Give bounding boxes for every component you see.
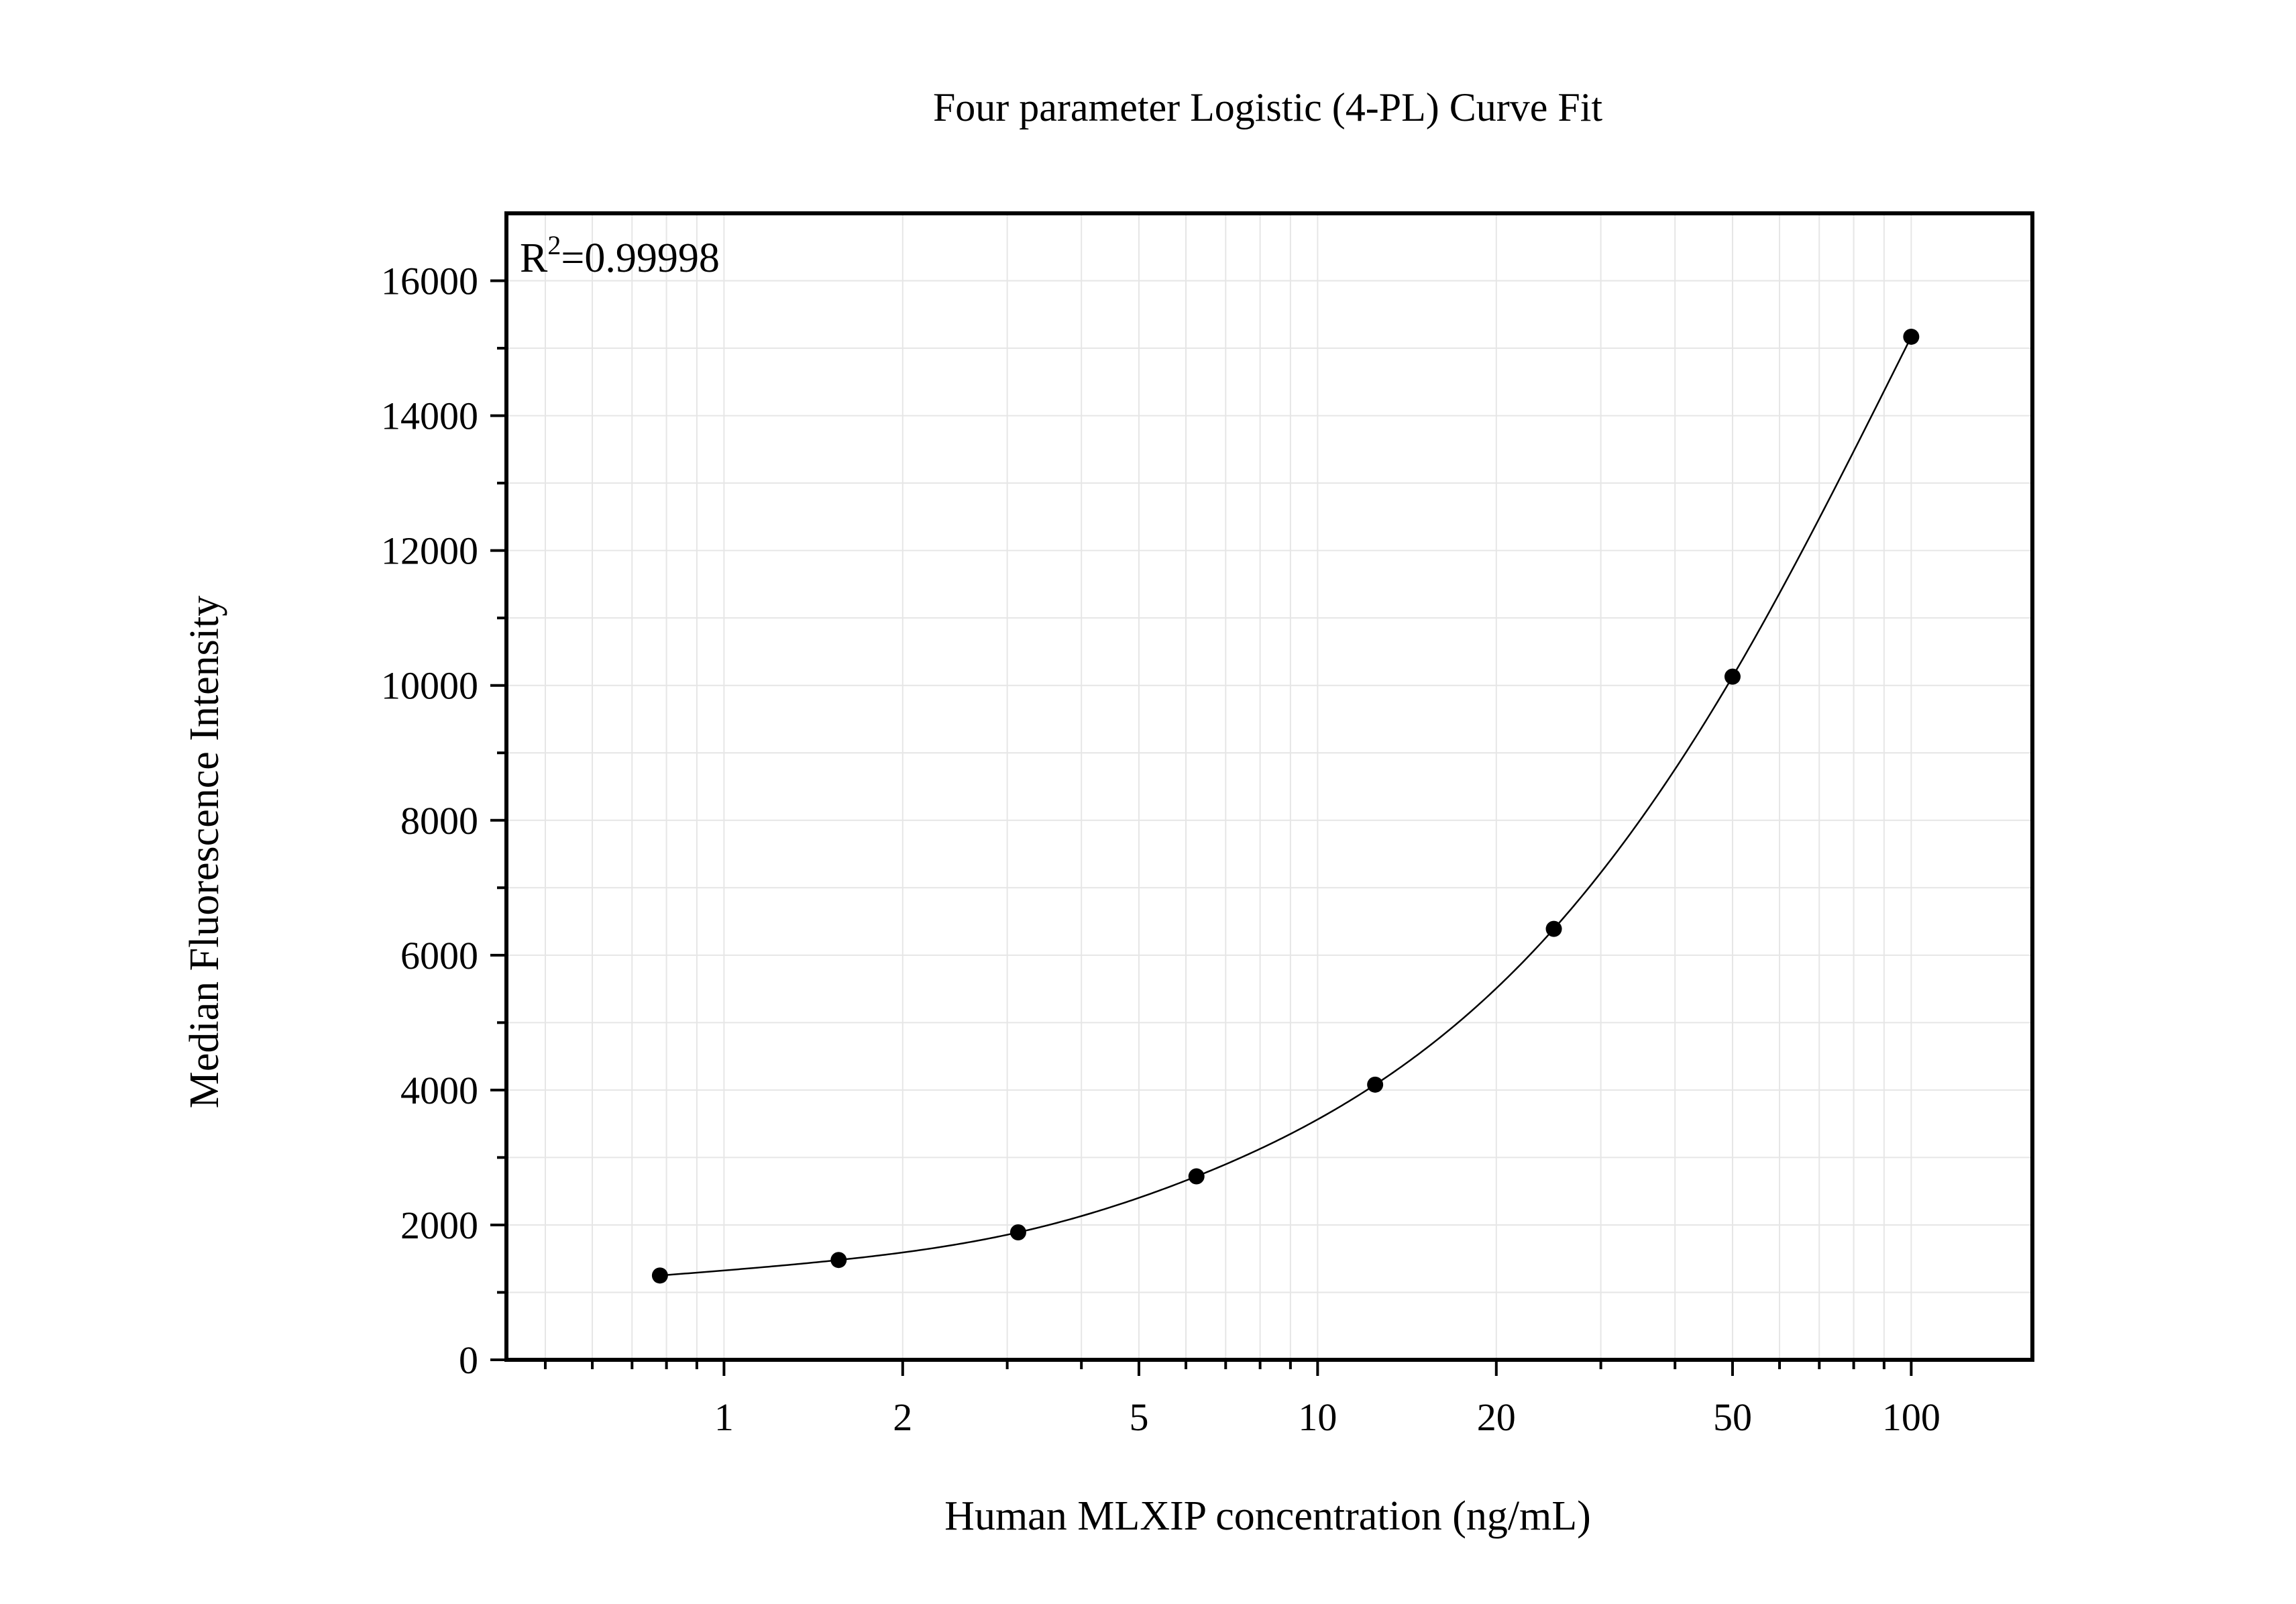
x-axis-label: Human MLXIP concentration (ng/mL) (944, 1493, 1591, 1539)
x-tick-label: 1 (714, 1395, 734, 1439)
data-point (830, 1252, 847, 1269)
axis-ticks: 1 2 5 10 20 50 100 0 2000 4000 6000 8000 10000 12000 1… (381, 260, 1940, 1439)
r-squared-annotation: R2=0.99998 (520, 230, 720, 281)
y-tick-label: 8000 (400, 799, 478, 843)
data-point (1724, 668, 1741, 685)
r-squared-base: R (520, 235, 548, 281)
chart-title: Four parameter Logistic (4-PL) Curve Fit (933, 85, 1602, 129)
y-tick-label: 4000 (400, 1069, 478, 1112)
data-point (1545, 920, 1562, 937)
data-point (1903, 328, 1920, 345)
y-axis-label: Median Fluorescence Intensity (182, 596, 227, 1108)
data-point (651, 1267, 668, 1284)
grid (506, 213, 2032, 1360)
x-tick-label: 50 (1713, 1395, 1752, 1439)
y-tick-label: 2000 (400, 1204, 478, 1247)
data-point (1009, 1224, 1026, 1240)
r-squared-sup: 2 (547, 230, 561, 260)
fit-curve (659, 336, 1912, 1277)
data-points (651, 328, 1920, 1284)
plot-frame (504, 211, 2034, 1362)
x-tick-label: 100 (1882, 1395, 1940, 1439)
x-tick-label: 10 (1298, 1395, 1337, 1439)
y-tick-label: 16000 (381, 260, 478, 303)
y-tick-label: 0 (459, 1338, 478, 1382)
y-tick-label: 14000 (381, 394, 478, 438)
data-point (1367, 1076, 1384, 1093)
y-tick-label: 12000 (381, 529, 478, 573)
fit-curve-layer (659, 336, 1912, 1277)
y-tick-label: 10000 (381, 664, 478, 708)
x-tick-label: 20 (1477, 1395, 1516, 1439)
data-point (1188, 1168, 1205, 1185)
x-tick-label: 5 (1129, 1395, 1148, 1439)
y-tick-label: 6000 (400, 934, 478, 977)
r-squared-value: =0.99998 (561, 235, 719, 281)
plot-border (504, 211, 2034, 1362)
x-tick-label: 2 (893, 1395, 912, 1439)
